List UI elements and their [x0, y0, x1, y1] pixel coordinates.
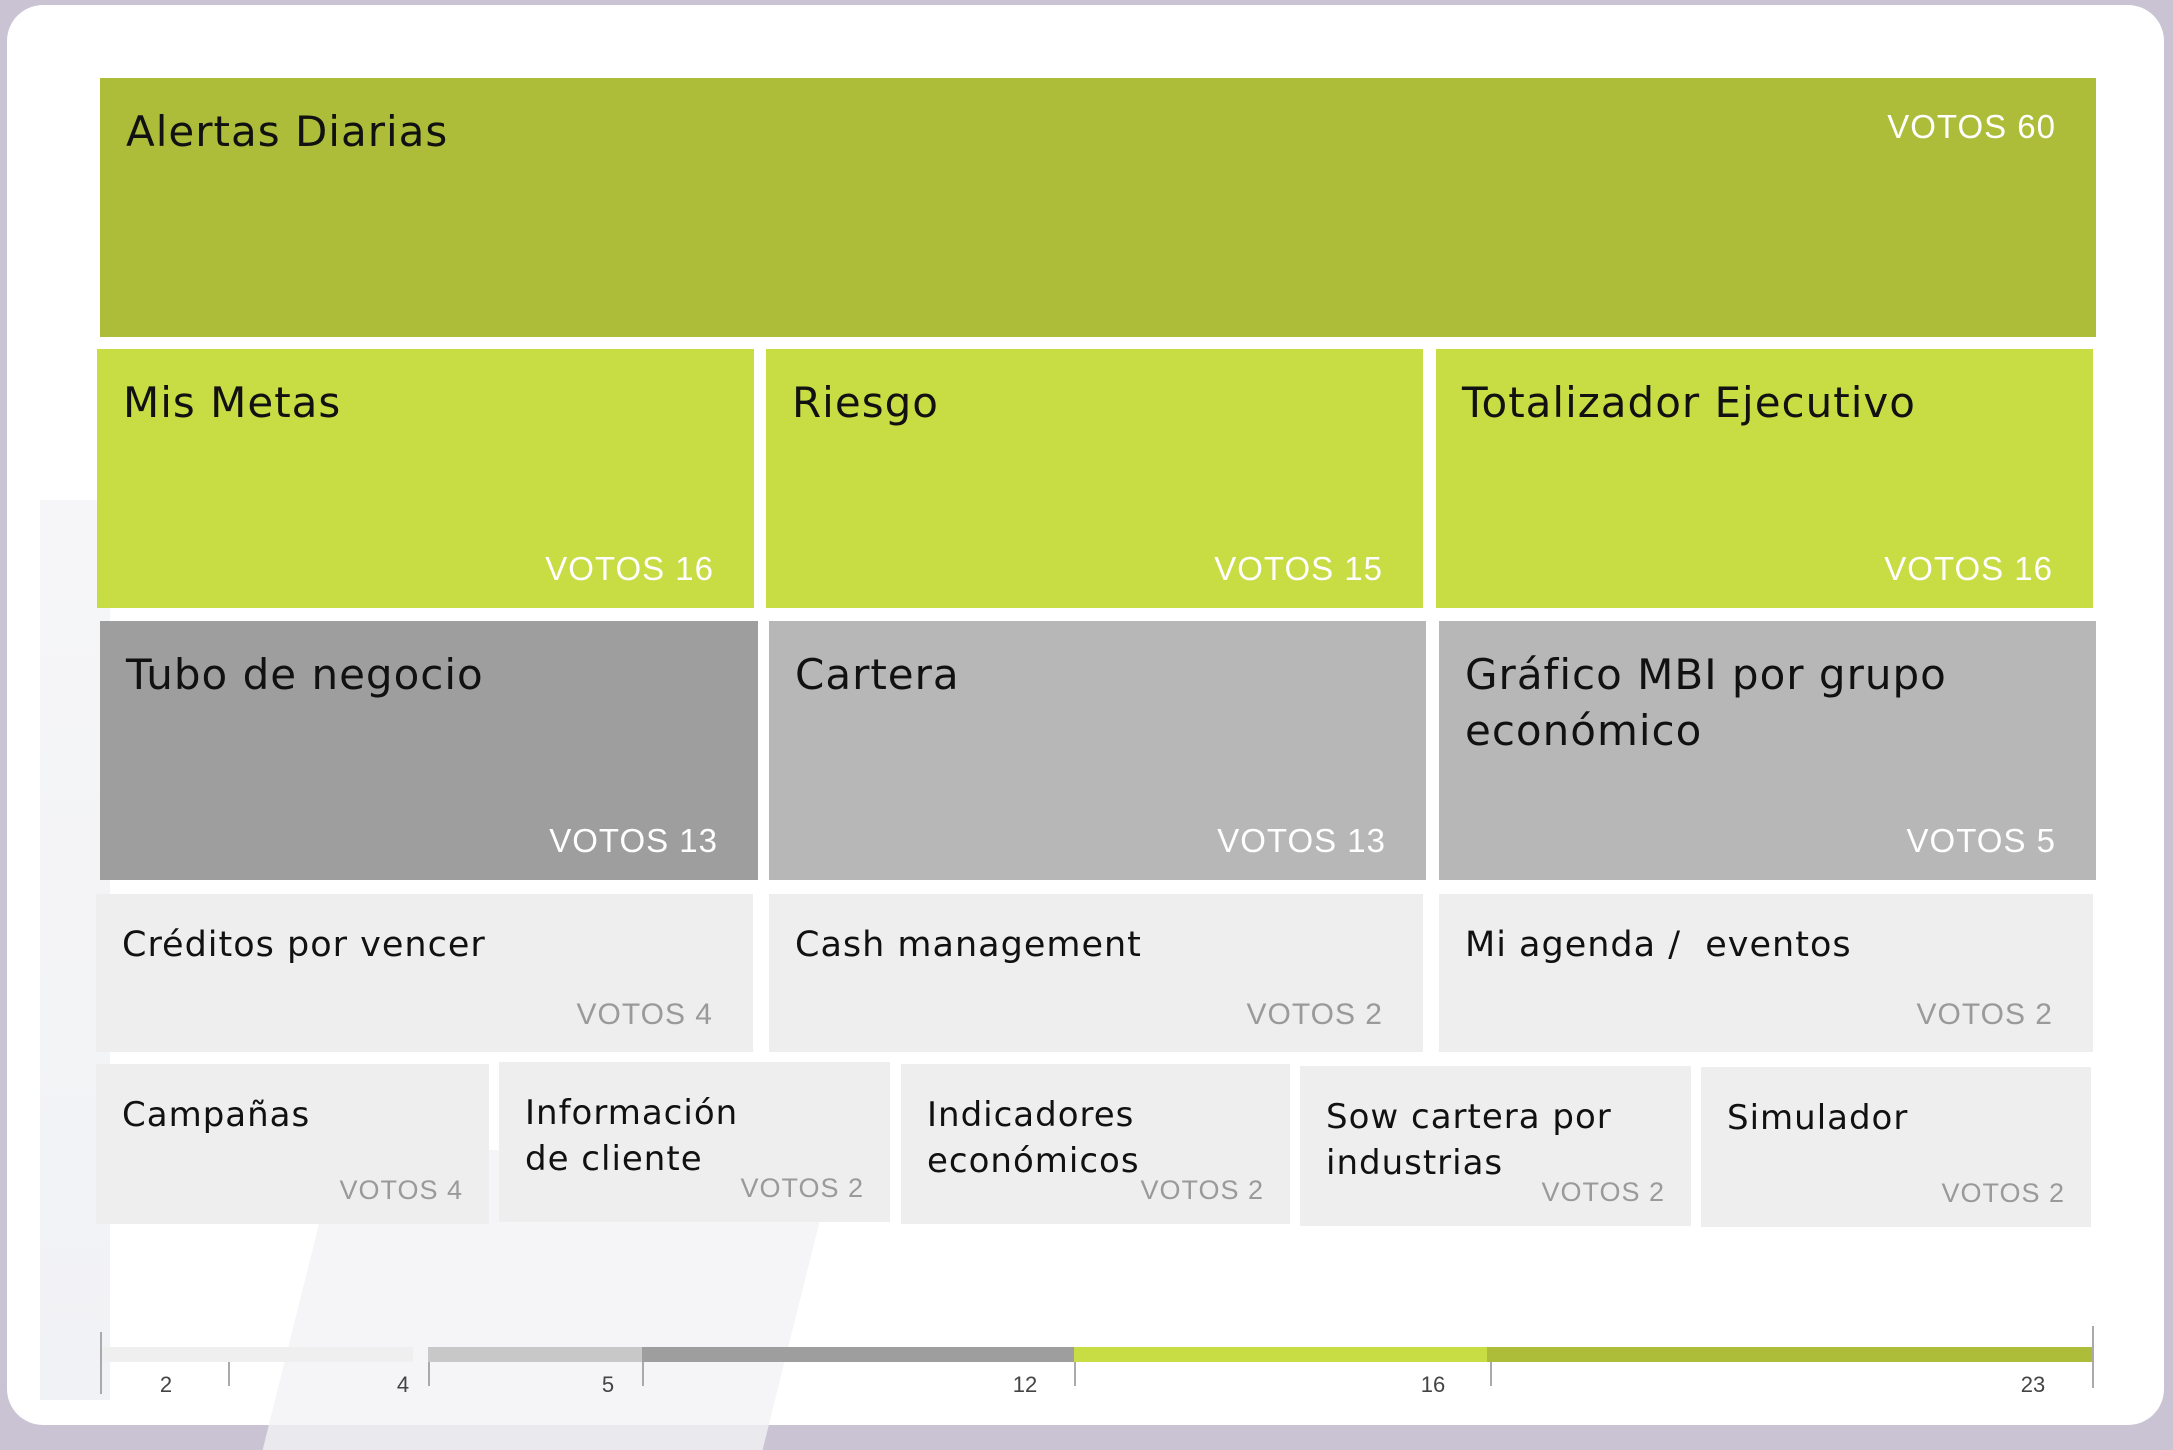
- legend-label: 12: [1012, 1372, 1038, 1397]
- tile-informacion-de-cliente[interactable]: Información de cliente VOTOS 2: [499, 1062, 890, 1222]
- tile-votes: VOTOS 2: [1140, 1175, 1264, 1205]
- tile-sow-cartera[interactable]: Sow cartera por industrias VOTOS 2: [1300, 1066, 1691, 1226]
- legend-segment-3: [642, 1347, 1074, 1362]
- legend-tick: [1074, 1362, 1076, 1386]
- tile-votes: VOTOS 2: [1916, 998, 2053, 1031]
- tile-cash-management[interactable]: Cash management VOTOS 2: [769, 894, 1423, 1052]
- tile-votes: VOTOS 2: [1246, 998, 1383, 1031]
- tile-mi-agenda[interactable]: Mi agenda / eventos VOTOS 2: [1439, 894, 2093, 1052]
- tile-votes: VOTOS 13: [1217, 822, 1386, 859]
- legend-label: 23: [2020, 1372, 2046, 1397]
- tile-tubo-de-negocio[interactable]: Tubo de negocio VOTOS 13: [100, 621, 758, 880]
- tile-creditos-por-vencer[interactable]: Créditos por vencer VOTOS 4: [96, 894, 753, 1052]
- tile-title: Sow cartera por industrias: [1326, 1097, 1612, 1183]
- tile-votes: VOTOS 2: [740, 1173, 864, 1203]
- legend-tick: [228, 1362, 230, 1386]
- tile-title: Créditos por vencer: [122, 925, 486, 965]
- tile-votes: VOTOS 2: [1541, 1177, 1665, 1207]
- legend-segment-2: [428, 1347, 642, 1362]
- tile-totalizador-ejecutivo[interactable]: Totalizador Ejecutivo VOTOS 16: [1436, 349, 2093, 608]
- tile-grafico-mbi[interactable]: Gráfico MBI por grupo económico VOTOS 5: [1439, 621, 2096, 880]
- tile-title: Totalizador Ejecutivo: [1462, 378, 1916, 427]
- tile-title: Gráfico MBI por grupo económico: [1465, 650, 1947, 755]
- tile-votes: VOTOS 5: [1906, 822, 2056, 859]
- tile-title: Mi agenda / eventos: [1465, 925, 1852, 965]
- tile-votes: VOTOS 16: [545, 550, 714, 587]
- tile-title: Cartera: [795, 650, 960, 699]
- tile-title: Información de cliente: [525, 1093, 739, 1179]
- tile-simulador[interactable]: Simulador VOTOS 2: [1701, 1067, 2091, 1227]
- tile-title: Campañas: [122, 1095, 311, 1135]
- tile-campanas[interactable]: Campañas VOTOS 4: [96, 1064, 489, 1224]
- legend-label: 4: [396, 1372, 410, 1397]
- legend-segment-5: [1487, 1347, 2093, 1362]
- legend-label: 5: [601, 1372, 615, 1397]
- tile-title: Alertas Diarias: [126, 107, 449, 156]
- tile-title: Mis Metas: [123, 378, 342, 427]
- tile-cartera[interactable]: Cartera VOTOS 13: [769, 621, 1426, 880]
- legend-label: 16: [1420, 1372, 1446, 1397]
- legend-label: 2: [159, 1372, 173, 1397]
- tile-votes: VOTOS 15: [1214, 550, 1383, 587]
- legend-tick: [2092, 1326, 2094, 1388]
- tile-votes: VOTOS 4: [339, 1175, 463, 1205]
- legend-tick: [1490, 1362, 1492, 1386]
- legend-tick: [642, 1362, 644, 1386]
- tile-title: Cash management: [795, 925, 1142, 965]
- tile-title: Simulador: [1727, 1098, 1909, 1138]
- tile-alertas-diarias[interactable]: Alertas Diarias VOTOS 60: [100, 78, 2096, 337]
- tile-title: Tubo de negocio: [126, 650, 484, 699]
- tile-votes: VOTOS 13: [549, 822, 718, 859]
- tile-title: Riesgo: [792, 378, 939, 427]
- tile-title: Indicadores económicos: [927, 1095, 1140, 1181]
- legend-segment-4: [1074, 1347, 1487, 1362]
- legend-segment-1: [100, 1347, 413, 1362]
- tile-indicadores-economicos[interactable]: Indicadores económicos VOTOS 2: [901, 1064, 1290, 1224]
- tile-votes: VOTOS 4: [576, 998, 713, 1031]
- tile-riesgo[interactable]: Riesgo VOTOS 15: [766, 349, 1423, 608]
- legend-tick: [100, 1332, 102, 1394]
- tile-votes: VOTOS 2: [1941, 1178, 2065, 1208]
- legend-tick: [428, 1362, 430, 1386]
- tile-votes: VOTOS 16: [1884, 550, 2053, 587]
- tile-votes: VOTOS 60: [1887, 108, 2056, 145]
- tile-mis-metas[interactable]: Mis Metas VOTOS 16: [97, 349, 754, 608]
